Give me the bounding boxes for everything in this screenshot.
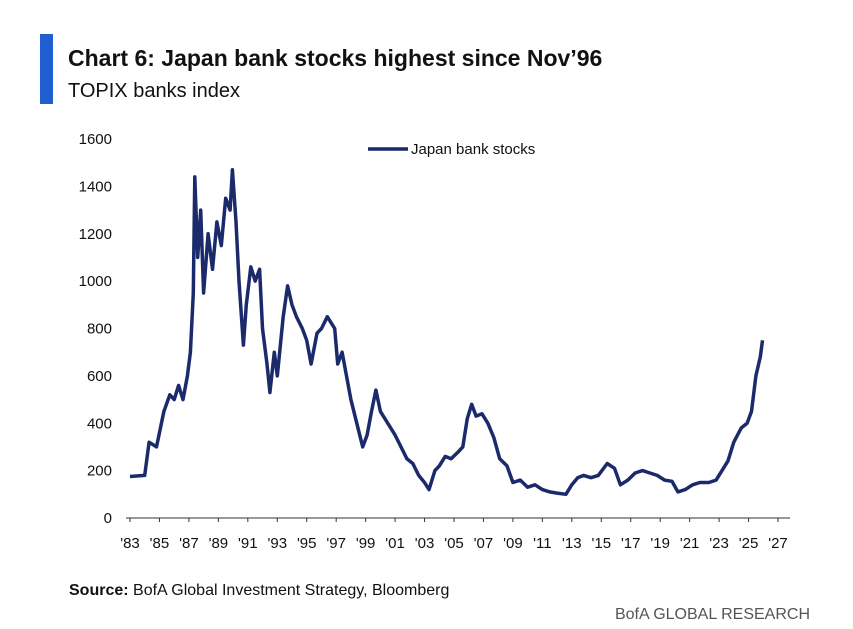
x-tick-label: '25 [739, 535, 759, 552]
y-tick-label: 1600 [79, 131, 112, 148]
title-accent [40, 34, 53, 104]
y-tick-label: 400 [87, 415, 112, 432]
x-tick-label: '05 [444, 535, 464, 552]
y-tick-label: 1200 [79, 226, 112, 243]
x-tick-label: '03 [415, 535, 435, 552]
x-tick-label: '93 [267, 535, 287, 552]
data-line [129, 168, 765, 497]
source-note: Source: BofA Global Investment Strategy,… [69, 582, 449, 599]
y-tick-label: 1000 [79, 273, 112, 290]
x-tick-label: '85 [150, 535, 170, 552]
source-text: BofA Global Investment Strategy, Bloombe… [133, 582, 449, 599]
y-tick-label: 0 [104, 510, 112, 527]
x-tick-label: '19 [650, 535, 670, 552]
x-tick-label: '11 [533, 535, 551, 552]
x-tick-label: '09 [503, 535, 523, 552]
y-tick-label: 600 [87, 368, 112, 385]
x-tick-label: '17 [621, 535, 641, 552]
x-tick-label: '23 [709, 535, 729, 552]
x-tick-label: '99 [356, 535, 376, 552]
x-tick-label: '91 [238, 535, 258, 552]
x-tick-label: '87 [179, 535, 199, 552]
y-tick-label: 200 [87, 463, 112, 480]
chart-title: Chart 6: Japan bank stocks highest since… [68, 45, 602, 71]
x-tick-label: '13 [562, 535, 582, 552]
x-tick-label: '83 [120, 535, 140, 552]
source-label: Source: [69, 582, 129, 599]
x-tick-label: '89 [209, 535, 229, 552]
y-tick-label: 800 [87, 321, 112, 338]
legend-label: Japan bank stocks [411, 141, 535, 158]
x-tick-label: '07 [474, 535, 494, 552]
x-tick-label: '21 [680, 535, 700, 552]
x-tick-label: '27 [768, 535, 788, 552]
brand: BofA GLOBAL RESEARCH [615, 606, 810, 623]
x-tick-label: '15 [591, 535, 611, 552]
x-tick-label: '95 [297, 535, 317, 552]
x-tick-label: '97 [326, 535, 346, 552]
y-tick-label: 1400 [79, 178, 112, 195]
x-tick-label: '01 [385, 535, 405, 552]
chart-subtitle: TOPIX banks index [68, 80, 240, 102]
